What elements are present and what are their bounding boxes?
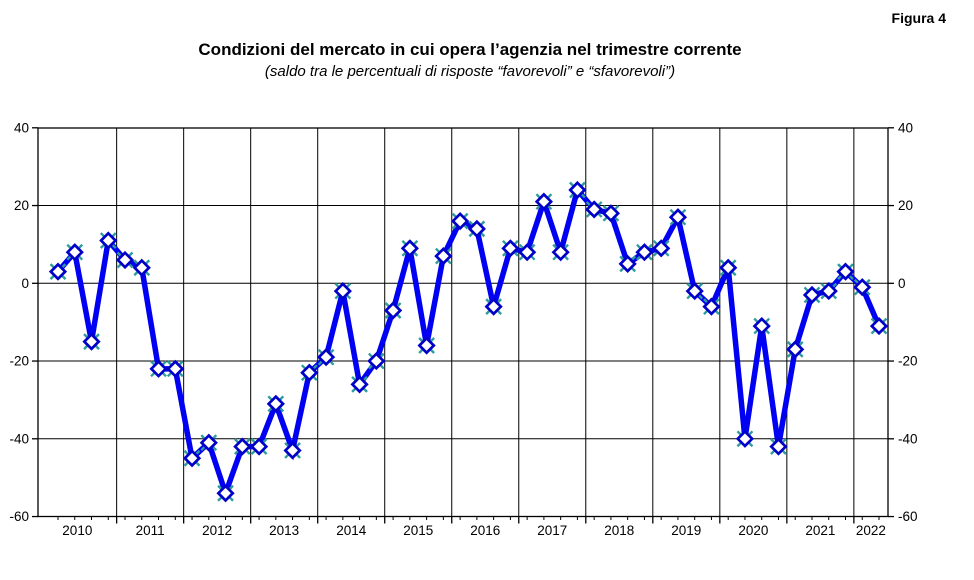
data-point-marker: [685, 281, 704, 301]
x-year-label: 2019: [671, 523, 701, 538]
chart-title: Condizioni del mercato in cui opera l’ag…: [198, 40, 742, 59]
data-point-marker: [467, 219, 486, 238]
y-tick-label-left: -20: [9, 354, 29, 369]
data-point-marker: [367, 351, 386, 371]
data-point-marker: [752, 316, 771, 336]
data-point-marker: [48, 262, 68, 281]
data-point-marker: [115, 250, 135, 270]
data-point-marker: [417, 336, 436, 355]
y-tick-label-left: -60: [9, 509, 29, 524]
data-point-marker: [585, 200, 604, 219]
x-year-label: 2016: [470, 523, 500, 538]
data-point-marker: [618, 254, 637, 273]
data-point-marker: [853, 278, 872, 297]
x-year-label: 2015: [403, 523, 433, 538]
y-tick-label-right: -60: [898, 509, 918, 524]
x-year-label: 2011: [136, 523, 165, 538]
chart-subtitle: (saldo tra le percentuali di risposte “f…: [264, 63, 676, 80]
y-tick-label-right: 0: [898, 276, 906, 291]
data-point-marker: [316, 348, 336, 367]
data-point-marker: [350, 375, 369, 394]
data-point-marker: [333, 281, 352, 301]
data-point-marker: [132, 258, 151, 277]
data-point-marker: [802, 285, 822, 305]
data-point-marker: [484, 297, 503, 316]
data-line: [55, 184, 882, 502]
data-point-marker: [836, 262, 855, 281]
x-year-label: 2017: [537, 523, 567, 538]
y-tick-label-right: 40: [898, 120, 913, 135]
data-point-marker: [501, 239, 520, 258]
x-year-label: 2022: [856, 523, 886, 538]
data-point-marker: [869, 316, 889, 336]
data-point-marker: [182, 449, 202, 468]
y-tick-label-left: 0: [21, 276, 29, 291]
data-point-marker: [300, 363, 319, 382]
data-point-marker: [65, 243, 84, 262]
plot-border: [37, 127, 889, 518]
x-year-label: 2014: [336, 523, 367, 538]
data-point-marker: [534, 192, 554, 211]
x-year-label: 2021: [805, 523, 835, 538]
data-point-marker: [551, 243, 570, 262]
data-point-marker: [216, 484, 235, 503]
y-tick-label-left: -40: [9, 431, 29, 446]
data-point-marker: [434, 246, 453, 266]
data-point-marker: [249, 437, 269, 456]
x-year-label: 2012: [202, 523, 232, 538]
data-point-marker: [383, 301, 403, 320]
data-point-marker: [702, 297, 721, 316]
data-point-marker: [601, 204, 621, 223]
data-point-marker: [652, 239, 671, 258]
data-point-marker: [735, 429, 755, 448]
data-point-marker: [451, 211, 470, 231]
y-tick-label-right: -20: [898, 354, 918, 369]
data-point-marker: [668, 208, 688, 227]
data-point-marker: [233, 437, 252, 456]
data-point-marker: [518, 243, 537, 262]
x-year-label: 2018: [604, 523, 634, 538]
x-year-label: 2013: [269, 523, 299, 538]
data-point-marker: [99, 231, 118, 250]
y-tick-label-right: 20: [898, 198, 913, 213]
data-point-marker: [166, 359, 185, 378]
data-point-marker: [786, 340, 805, 359]
y-tick-label-left: 40: [14, 120, 29, 135]
data-point-marker: [149, 359, 168, 378]
data-point-marker: [199, 433, 218, 452]
figure-label: Figura 4: [891, 10, 946, 26]
data-point-marker: [283, 441, 302, 460]
data-point-marker: [266, 394, 285, 413]
data-point-marker: [400, 239, 419, 258]
data-point-marker: [769, 437, 788, 456]
y-tick-label-right: -40: [898, 431, 918, 446]
data-point-marker: [819, 281, 838, 301]
data-point-marker: [82, 332, 101, 351]
data-point-marker: [635, 243, 654, 262]
x-year-label: 2010: [62, 523, 92, 538]
y-tick-label-left: 20: [14, 198, 29, 213]
x-year-label: 2020: [738, 523, 768, 538]
data-point-marker: [719, 258, 738, 277]
data-point-marker: [568, 180, 587, 200]
